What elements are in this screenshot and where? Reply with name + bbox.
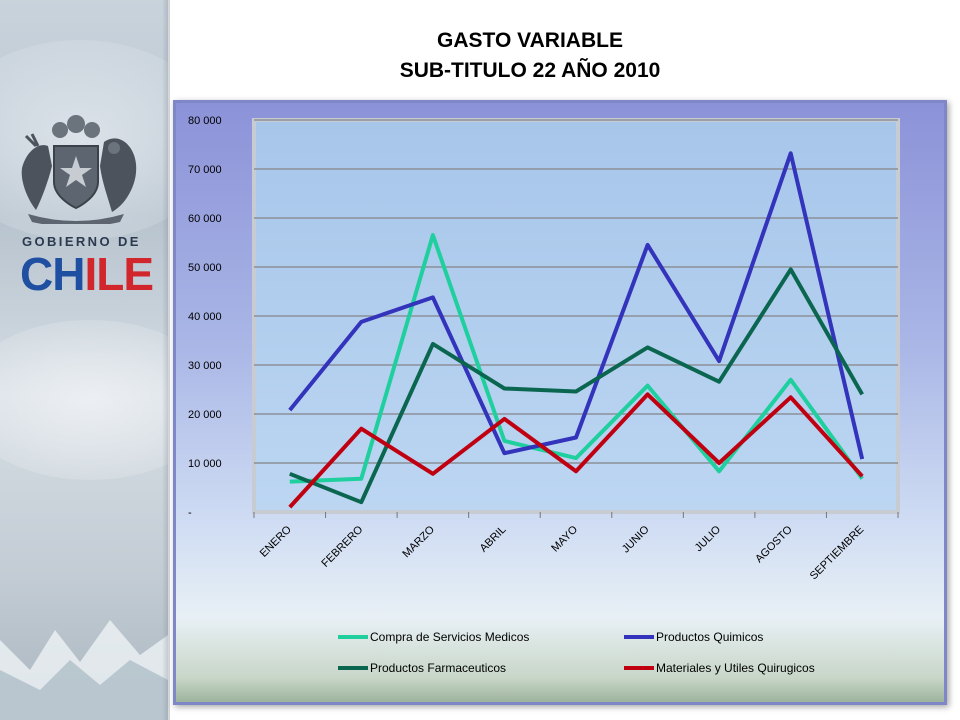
mountain-image [0,620,168,720]
x-tick-label: FEBRERO [319,523,365,569]
legend-label: Compra de Servicios Medicos [370,630,529,644]
y-tick-label: 30 000 [188,360,222,372]
legend-label: Materiales y Utiles Quirugicos [656,661,815,675]
x-tick-label: ENERO [258,523,294,559]
side-panel-edge [162,0,170,720]
legend-label: Productos Quimicos [656,630,763,644]
chart-title-line2: SUB-TITULO 22 AÑO 2010 [399,59,661,82]
y-tick-label: 40 000 [188,311,222,323]
y-tick-label: 20 000 [188,409,222,421]
y-tick-label: 80 000 [188,115,222,127]
logo-line1: GOBIERNO DE [22,234,141,249]
x-tick-label: SEPTIEMBRE [808,524,867,583]
x-tick-label: JUNIO [620,523,652,555]
y-tick-label: 50 000 [188,262,222,274]
x-tick-label: ABRIL [478,524,509,555]
y-tick-label: 70 000 [188,164,222,176]
series-line [289,233,864,484]
x-tick-label: JULIO [693,523,724,554]
x-tick-label: MAYO [549,523,580,554]
side-panel-background: GOBIERNO DE CHILE [0,0,168,720]
x-tick-label: AGOSTO [753,523,795,565]
x-tick-label: MARZO [400,523,437,560]
logo-line2: CHILE [20,248,154,300]
series-line [288,151,865,460]
legend-label: Productos Farmaceuticos [370,661,506,675]
coat-of-arms-icon [21,115,137,224]
y-tick-label: 60 000 [188,213,222,225]
series-line [289,267,864,505]
series-line [288,392,864,509]
y-tick-label: - [188,507,192,519]
y-tick-label: 10 000 [188,458,222,470]
chart-title-line1: GASTO VARIABLE [437,29,623,52]
